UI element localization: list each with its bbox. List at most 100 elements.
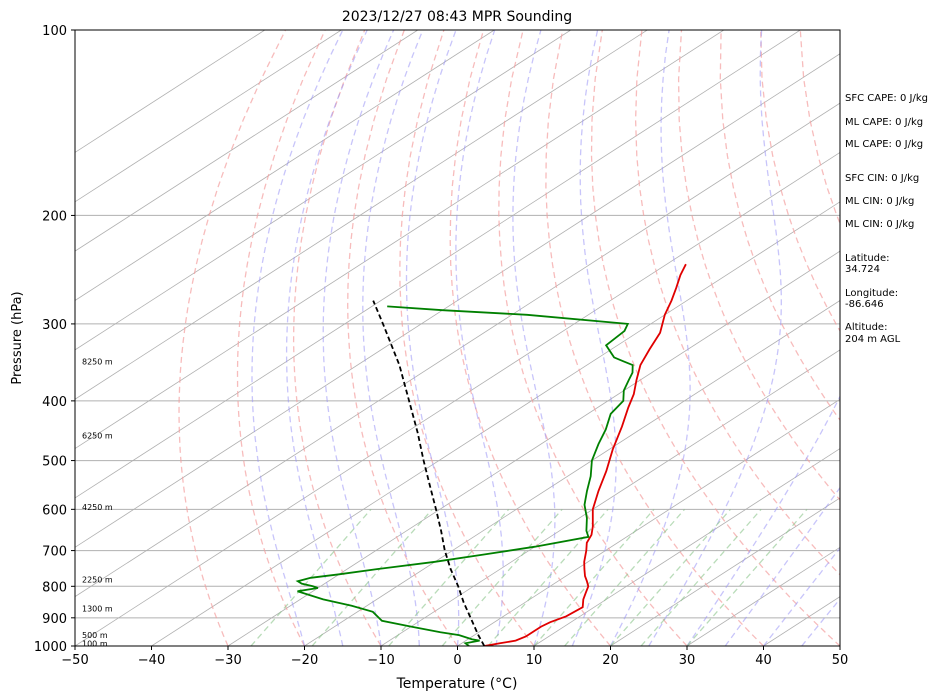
dry-adiabat-line (449, 30, 611, 646)
x-axis-label: Temperature (°C) (396, 676, 518, 692)
isotherm-line (75, 30, 725, 450)
isotherm-line (75, 151, 840, 646)
y-axis-label: Pressure (hPa) (10, 291, 25, 384)
y-tick-label: 500 (42, 455, 67, 470)
ml-cin-text-2: ML CIN: 0 J/kg (845, 219, 915, 230)
height-label: 4250 m (82, 503, 113, 512)
x-tick-label: 0 (453, 653, 461, 668)
parcel-path-line (372, 300, 486, 646)
dry-adiabat-line (399, 30, 535, 646)
latitude-value: 34.724 (845, 264, 880, 275)
longitude-label: Longitude: (845, 288, 899, 299)
altitude-value: 204 m AGL (845, 334, 901, 345)
dry-adiabat-line (677, 30, 840, 502)
isotherm-line (533, 448, 840, 646)
moist-adiabat-line (609, 30, 691, 646)
isotherm-line (380, 349, 840, 646)
mixing-ratio-line (487, 508, 609, 646)
mixing-ratio-line (686, 508, 808, 646)
mixing-ratio-line (441, 508, 563, 646)
height-label: 500 m (82, 631, 108, 640)
isotherm-line (610, 497, 840, 646)
mixing-ratio-line (533, 508, 655, 646)
dry-adiabat-line (498, 30, 688, 646)
moist-adiabat-line (724, 486, 840, 646)
dry-adiabat-line (545, 30, 764, 646)
mixing-ratio-line (388, 508, 510, 646)
isotherm-line (227, 250, 840, 646)
isotherm-line (75, 30, 801, 499)
y-tick-label: 200 (42, 209, 67, 224)
sfc-cape-text: SFC CAPE: 0 J/kg (845, 93, 928, 104)
mixing-ratio-line (640, 508, 762, 646)
dry-adiabat-line (178, 30, 287, 646)
moist-adiabat-line (648, 30, 782, 646)
y-tick-label: 100 (42, 24, 67, 39)
isotherm-line (304, 300, 840, 646)
longitude-value: -86.646 (845, 299, 884, 310)
dry-adiabat-line (590, 30, 840, 646)
y-tick-label: 600 (42, 503, 67, 518)
height-label: 6250 m (82, 431, 113, 440)
dry-adiabat-line (292, 30, 382, 646)
altitude-label: Altitude: (845, 322, 888, 333)
isotherm-line (75, 30, 342, 203)
y-tick-label: 400 (42, 395, 67, 410)
x-tick-label: −50 (61, 653, 88, 668)
ml-cape-text: ML CAPE: 0 J/kg (845, 117, 924, 128)
x-tick-label: −10 (367, 653, 394, 668)
mixing-ratio-line (610, 508, 731, 646)
ml-cape-text-2: ML CAPE: 0 J/kg (845, 139, 924, 150)
height-label: 100 m (82, 639, 108, 648)
moist-adiabat-line (251, 30, 344, 646)
dry-adiabat-line (919, 30, 947, 646)
moist-adiabat-line (686, 395, 840, 646)
y-tick-label: 900 (42, 612, 67, 627)
height-label: 8250 m (82, 357, 113, 366)
ml-cin-text: ML CIN: 0 J/kg (845, 196, 915, 207)
x-tick-label: 10 (526, 653, 543, 668)
dry-adiabat-line (236, 30, 326, 646)
mixing-ratio-line (311, 508, 433, 646)
x-tick-label: 20 (602, 653, 619, 668)
x-tick-label: 30 (679, 653, 696, 668)
isotherm-line (75, 30, 648, 400)
moist-adiabat-line (362, 30, 424, 646)
isotherm-line (75, 30, 572, 351)
dewpoint-profile-line (295, 305, 634, 646)
isotherm-line (457, 398, 840, 646)
isotherm-line (75, 53, 840, 548)
x-tick-label: −40 (138, 653, 165, 668)
latitude-label: Latitude: (845, 253, 890, 264)
isotherm-line (75, 102, 840, 598)
plot-frame (74, 29, 841, 647)
x-tick-label: 50 (832, 653, 849, 668)
moist-adiabat-line (571, 30, 617, 646)
isotherm-line (75, 30, 495, 301)
moist-adiabat-line (455, 30, 504, 646)
y-tick-label: 1000 (34, 640, 67, 655)
height-label: 1300 m (82, 605, 113, 614)
sfc-cin-text: SFC CIN: 0 J/kg (845, 173, 920, 184)
dry-adiabat-line (347, 30, 459, 646)
y-tick-label: 300 (42, 318, 67, 333)
dry-adiabat-line (760, 30, 840, 333)
height-label: 2250 m (82, 576, 113, 585)
x-tick-label: −20 (291, 653, 318, 668)
moist-adiabat-line (322, 30, 395, 646)
isotherm-line (75, 30, 419, 252)
y-tick-label: 800 (42, 580, 67, 595)
chart-title: 2023/12/27 08:43 MPR Sounding (342, 9, 572, 25)
moist-adiabat-line (285, 30, 368, 646)
moist-adiabat-line (512, 30, 556, 646)
moist-adiabat-line (405, 30, 460, 646)
y-tick-label: 700 (42, 545, 67, 560)
x-tick-label: 40 (755, 653, 772, 668)
isotherm-line (75, 30, 266, 153)
x-tick-label: −30 (214, 653, 241, 668)
isotherm-line (151, 201, 840, 646)
temperature-profile-line (484, 263, 687, 646)
mixing-ratio-line (564, 508, 686, 646)
moist-adiabat-line (762, 547, 840, 646)
